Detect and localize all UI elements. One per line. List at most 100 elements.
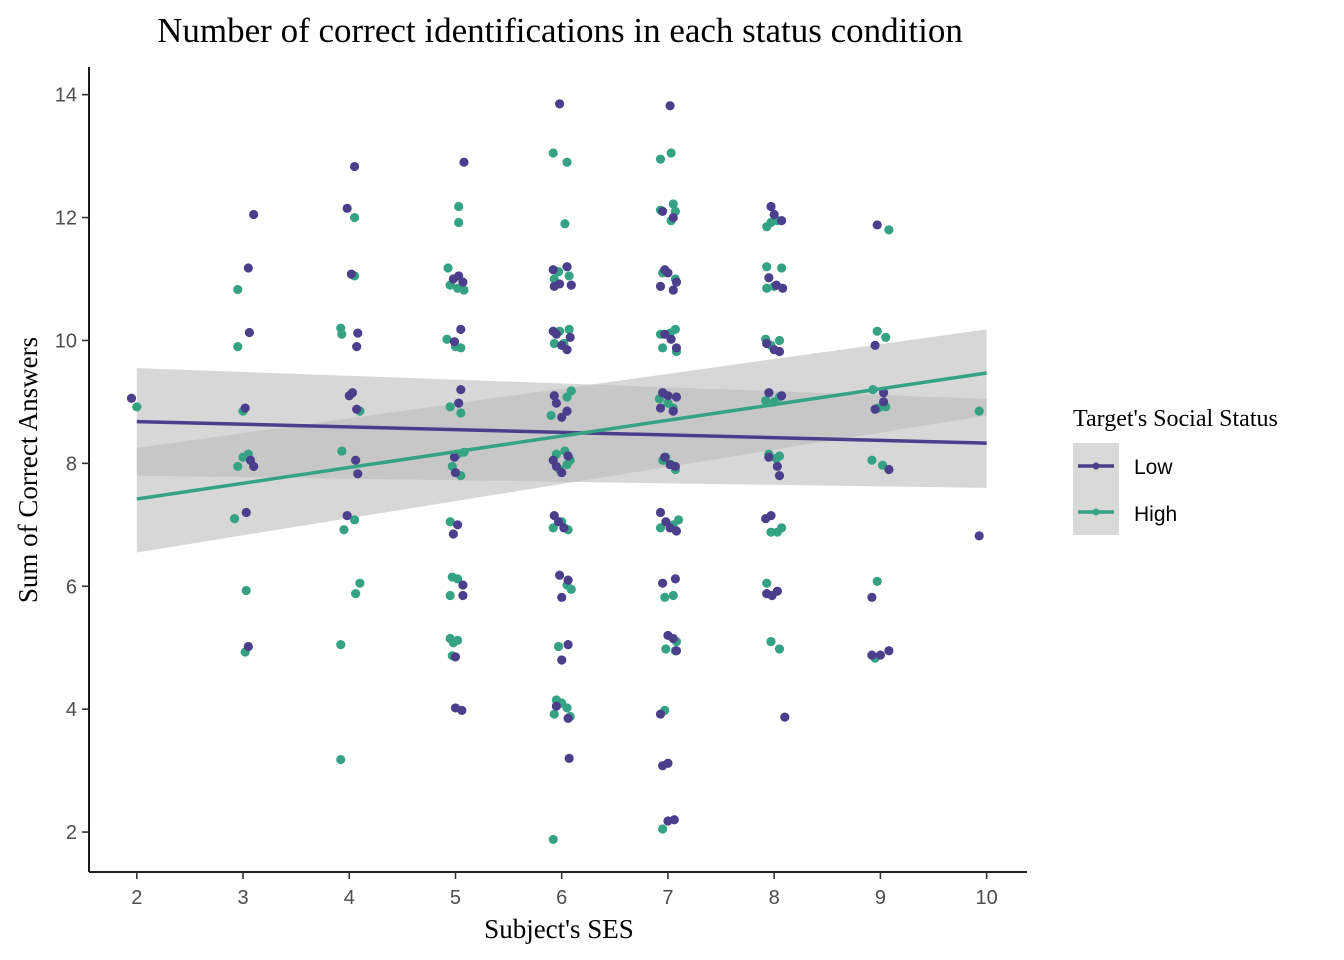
point-low bbox=[559, 523, 569, 533]
y-tick-label: 2 bbox=[66, 822, 77, 844]
point-low bbox=[655, 709, 666, 719]
point-high bbox=[445, 517, 455, 527]
point-low bbox=[660, 452, 670, 462]
point-low bbox=[346, 269, 356, 279]
point-low bbox=[554, 570, 565, 580]
y-tick-label: 6 bbox=[66, 576, 77, 598]
point-high bbox=[762, 283, 772, 293]
point-low bbox=[347, 388, 358, 398]
point-low bbox=[663, 268, 673, 278]
point-low bbox=[762, 338, 772, 349]
point-low bbox=[867, 592, 877, 602]
point-low bbox=[655, 507, 666, 518]
y-axis-title: Sum of Correct Answers bbox=[13, 337, 43, 603]
point-low bbox=[342, 203, 352, 213]
point-high bbox=[229, 514, 240, 524]
point-low bbox=[549, 391, 559, 401]
point-low bbox=[557, 655, 567, 665]
point-high bbox=[448, 638, 458, 648]
point-high bbox=[562, 157, 572, 167]
point-low bbox=[349, 161, 360, 172]
point-low bbox=[565, 332, 575, 342]
point-low bbox=[458, 277, 468, 287]
point-high bbox=[442, 334, 452, 344]
x-tick-label: 2 bbox=[131, 887, 142, 909]
point-low bbox=[668, 406, 678, 416]
point-low bbox=[563, 575, 573, 585]
point-high bbox=[548, 523, 558, 533]
point-high bbox=[658, 343, 668, 353]
point-low bbox=[557, 467, 567, 478]
point-high bbox=[445, 402, 455, 412]
point-low bbox=[884, 464, 894, 475]
point-low bbox=[777, 216, 787, 226]
point-high bbox=[772, 527, 782, 537]
point-low bbox=[448, 529, 458, 539]
point-low bbox=[554, 99, 565, 109]
point-low bbox=[974, 531, 984, 541]
y-axis-ticks: 2 4 6 8 10 12 14 bbox=[55, 85, 89, 844]
point-low bbox=[764, 388, 774, 398]
point-high bbox=[453, 574, 463, 584]
point-high bbox=[443, 263, 453, 273]
point-low bbox=[456, 324, 466, 334]
point-low bbox=[668, 633, 678, 644]
point-low bbox=[249, 209, 259, 220]
point-high bbox=[762, 262, 772, 272]
chart-title: Number of correct identifications in eac… bbox=[157, 11, 963, 50]
point-high bbox=[762, 578, 772, 588]
point-low bbox=[458, 580, 468, 590]
point-low bbox=[241, 507, 251, 518]
point-low bbox=[450, 467, 461, 478]
point-high bbox=[454, 217, 464, 228]
point-low bbox=[353, 469, 363, 479]
x-tick-label: 4 bbox=[344, 887, 355, 909]
legend-key-high-point bbox=[1092, 508, 1100, 516]
point-low bbox=[562, 262, 572, 272]
point-low bbox=[353, 328, 363, 338]
point-low bbox=[766, 201, 776, 212]
point-low bbox=[867, 650, 877, 660]
point-high bbox=[233, 284, 243, 295]
point-low bbox=[870, 404, 880, 414]
point-high bbox=[673, 515, 684, 525]
point-high bbox=[766, 636, 776, 647]
point-low bbox=[563, 451, 573, 461]
point-low bbox=[557, 412, 567, 422]
point-low bbox=[563, 713, 573, 723]
point-low bbox=[774, 471, 785, 481]
point-low bbox=[764, 452, 774, 462]
point-high bbox=[339, 525, 349, 535]
point-high bbox=[351, 589, 361, 599]
point-high bbox=[355, 578, 365, 588]
point-high bbox=[974, 406, 984, 416]
y-tick-label: 12 bbox=[55, 208, 77, 230]
point-low bbox=[660, 329, 670, 339]
point-low bbox=[459, 157, 469, 167]
point-high bbox=[459, 285, 469, 295]
point-low bbox=[777, 391, 787, 401]
point-low bbox=[663, 391, 673, 401]
x-tick-label: 9 bbox=[875, 887, 886, 909]
point-high bbox=[336, 640, 346, 650]
point-low bbox=[551, 461, 562, 472]
point-low bbox=[878, 397, 889, 407]
point-low bbox=[663, 758, 673, 768]
point-low bbox=[671, 526, 682, 536]
point-low bbox=[563, 640, 573, 650]
fit-line-low bbox=[136, 419, 987, 445]
point-high bbox=[655, 154, 666, 164]
point-low bbox=[557, 592, 567, 602]
point-low bbox=[666, 334, 676, 344]
point-low bbox=[658, 578, 668, 588]
point-high bbox=[233, 341, 243, 352]
point-high bbox=[132, 402, 142, 412]
y-tick-label: 4 bbox=[66, 699, 77, 721]
point-low bbox=[671, 343, 682, 353]
y-tick-label: 14 bbox=[55, 85, 77, 107]
point-low bbox=[548, 265, 558, 275]
point-high bbox=[336, 754, 346, 765]
point-low bbox=[562, 345, 572, 355]
point-low bbox=[564, 753, 574, 763]
